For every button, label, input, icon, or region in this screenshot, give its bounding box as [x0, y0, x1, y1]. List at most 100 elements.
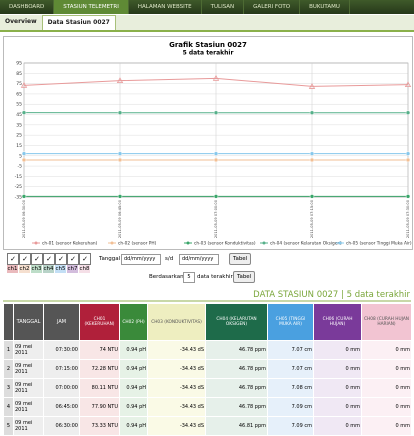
point — [22, 152, 26, 156]
date-from[interactable]: dd/mm/yyyy — [121, 254, 161, 265]
table-cell: 7.07 cm — [268, 341, 314, 360]
y-tick-label: 85 — [16, 71, 22, 77]
table-cell: 0 mm — [362, 379, 412, 398]
checkbox[interactable]: ✓ — [7, 253, 19, 265]
table-cell: 0 mm — [314, 398, 362, 417]
sd-label: s/d — [165, 256, 173, 262]
count-input[interactable]: 5 — [183, 272, 195, 283]
table-cell: 0.94 pH — [120, 341, 148, 360]
table-cell: 77.90 NTU — [80, 398, 120, 417]
legend-marker — [35, 242, 38, 245]
channel-checkbox[interactable]: ✓ch3 — [31, 253, 42, 273]
date-label: Tanggal — [99, 256, 120, 262]
channel-checkbox[interactable]: ✓ch7 — [67, 253, 78, 273]
chart-box: Grafik Stasiun 0027 5 data terakhir -35-… — [3, 36, 413, 250]
tab[interactable]: Overview — [0, 15, 42, 30]
channel-checkbox[interactable]: ✓ch4 — [43, 253, 54, 273]
point — [406, 152, 410, 156]
nav-item[interactable]: BUKUTAMU — [300, 0, 350, 14]
point — [214, 194, 218, 198]
table-cell: 3 — [4, 379, 14, 398]
table-cell: 09 mei 2011 — [14, 417, 44, 436]
legend-marker — [111, 242, 114, 245]
y-tick-label: -15 — [15, 174, 22, 180]
table-button[interactable]: Tabel — [229, 253, 251, 265]
table-cell: 09 mei 2011 — [14, 379, 44, 398]
nav-item[interactable]: STASIUN TELEMETRI — [54, 0, 129, 14]
table-cell: 1 — [4, 341, 14, 360]
checkbox[interactable]: ✓ — [31, 253, 43, 265]
point — [310, 111, 314, 115]
table-cell: 0 mm — [362, 417, 412, 436]
point — [214, 111, 218, 115]
checkbox[interactable]: ✓ — [55, 253, 67, 265]
table-cell: 73.33 NTU — [80, 417, 120, 436]
legend-marker — [263, 242, 266, 245]
checkbox[interactable]: ✓ — [19, 253, 31, 265]
table-cell: 06:30:00 — [44, 417, 80, 436]
checkbox-label: ch8 — [79, 266, 89, 272]
y-tick-label: 95 — [16, 61, 22, 67]
checkbox-label: ch7 — [67, 266, 77, 272]
table-cell: 46.78 ppm — [206, 360, 268, 379]
table-cell: 0.94 pH — [120, 417, 148, 436]
table-cell: 0 mm — [314, 360, 362, 379]
table-cell: 0 mm — [362, 360, 412, 379]
channel-checkbox[interactable]: ✓ch5 — [55, 253, 66, 273]
point — [406, 194, 410, 198]
checkbox-label: ch2 — [19, 266, 29, 272]
table-button[interactable]: Tabel — [233, 271, 255, 283]
table-cell: 0 mm — [362, 398, 412, 417]
y-tick-label: 55 — [16, 102, 22, 108]
y-tick-label: 15 — [16, 143, 22, 149]
nav-item[interactable]: HALAMAN WEBSITE — [129, 0, 202, 14]
legend-label: ch-04 (sensor Kelarutan Oksigen) — [270, 241, 342, 247]
x-tick-label: 2011-05-09 07:30:00 — [406, 199, 410, 238]
table-cell: 0 mm — [314, 379, 362, 398]
table-cell: 2 — [4, 360, 14, 379]
table-cell: 0.94 pH — [120, 360, 148, 379]
y-tick-label: 25 — [16, 133, 22, 139]
nav-item[interactable]: GALERI FOTO — [244, 0, 300, 14]
point — [118, 152, 122, 156]
tab[interactable]: Data Stasiun 0027 — [42, 15, 116, 30]
table-cell: 07:00:00 — [44, 379, 80, 398]
point — [310, 158, 314, 162]
header-cell: CH08 (CURAH HUJAN HARIAN) — [362, 304, 412, 341]
nav-item[interactable]: TULISAN — [202, 0, 245, 14]
date-to[interactable]: dd/mm/yyyy — [179, 254, 219, 265]
y-tick-label: -35 — [15, 195, 22, 201]
table-cell: -34.43 dS — [148, 379, 206, 398]
table-cell: 46.78 ppm — [206, 341, 268, 360]
channel-checkbox[interactable]: ✓ch1 — [7, 253, 18, 273]
checkbox[interactable]: ✓ — [43, 253, 55, 265]
table-cell: 7.08 cm — [268, 379, 314, 398]
table-cell: 0.94 pH — [120, 398, 148, 417]
table-cell: -34.43 dS — [148, 341, 206, 360]
y-tick-label: 65 — [16, 91, 22, 97]
channel-checkbox[interactable]: ✓ch8 — [79, 253, 90, 273]
nav-item[interactable]: DASHBOARD — [0, 0, 54, 14]
table-cell: 46.78 ppm — [206, 398, 268, 417]
point — [214, 152, 218, 156]
table-cell: -34.43 dS — [148, 417, 206, 436]
point — [22, 111, 26, 115]
filter-form: Tanggal dd/mm/yyyy s/d dd/mm/yyyy Tabel … — [3, 250, 411, 286]
chart: Grafik Stasiun 0027 5 data terakhir -35-… — [4, 37, 412, 249]
point — [118, 158, 122, 162]
table-cell: 06:45:00 — [44, 398, 80, 417]
checkbox-label: ch3 — [31, 266, 41, 272]
checkbox[interactable]: ✓ — [79, 253, 91, 265]
checkbox[interactable]: ✓ — [67, 253, 79, 265]
point — [214, 158, 218, 162]
point — [310, 152, 314, 156]
header-cell: JAM — [44, 304, 80, 341]
channel-checkbox[interactable]: ✓ch2 — [19, 253, 30, 273]
point — [22, 158, 26, 162]
table-cell: -34.43 dS — [148, 360, 206, 379]
